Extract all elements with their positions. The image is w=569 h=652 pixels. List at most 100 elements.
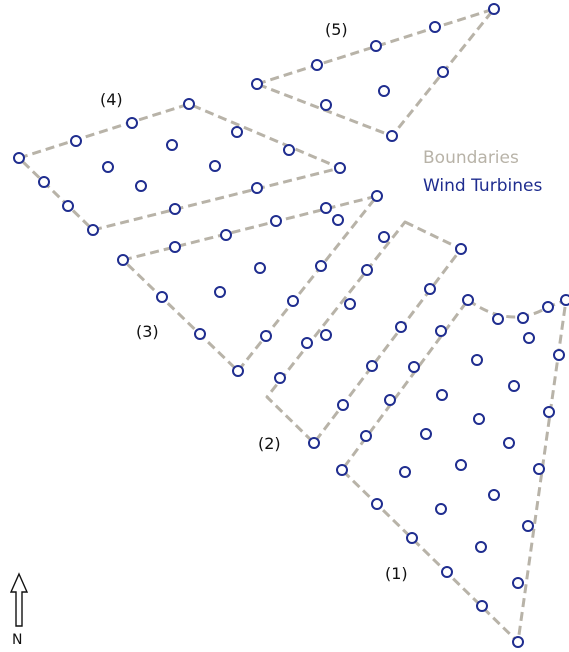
turbine bbox=[370, 40, 382, 52]
turbine bbox=[87, 224, 99, 236]
turbine bbox=[543, 406, 555, 418]
turbine bbox=[337, 399, 349, 411]
turbine bbox=[462, 294, 474, 306]
legend-wind-turbines: Wind Turbines bbox=[423, 176, 542, 196]
turbine bbox=[492, 313, 504, 325]
turbine bbox=[231, 126, 243, 138]
turbine bbox=[334, 162, 346, 174]
north-arrow: N bbox=[9, 572, 29, 648]
turbine bbox=[435, 503, 447, 515]
turbine bbox=[475, 541, 487, 553]
turbine bbox=[308, 437, 320, 449]
turbine bbox=[70, 135, 82, 147]
turbine bbox=[420, 428, 432, 440]
turbine bbox=[371, 498, 383, 510]
turbine bbox=[254, 262, 266, 274]
north-arrow-icon bbox=[9, 572, 29, 627]
turbine bbox=[336, 464, 348, 476]
turbine bbox=[287, 295, 299, 307]
area-label-3: (3) bbox=[136, 322, 159, 341]
turbine bbox=[542, 301, 554, 313]
turbine bbox=[283, 144, 295, 156]
turbine bbox=[488, 3, 500, 15]
turbine bbox=[560, 294, 569, 306]
turbine bbox=[424, 283, 436, 295]
turbine bbox=[361, 264, 373, 276]
turbine bbox=[166, 139, 178, 151]
turbine bbox=[386, 130, 398, 142]
turbine bbox=[512, 636, 524, 648]
turbine bbox=[38, 176, 50, 188]
turbine bbox=[523, 332, 535, 344]
turbine bbox=[232, 365, 244, 377]
turbine bbox=[135, 180, 147, 192]
turbine bbox=[395, 321, 407, 333]
turbines bbox=[13, 3, 569, 648]
turbine bbox=[488, 489, 500, 501]
turbine bbox=[209, 160, 221, 172]
turbine bbox=[429, 21, 441, 33]
turbine bbox=[270, 215, 282, 227]
turbine bbox=[332, 214, 344, 226]
turbine bbox=[371, 190, 383, 202]
turbine bbox=[378, 231, 390, 243]
turbine bbox=[503, 437, 515, 449]
turbine bbox=[378, 85, 390, 97]
turbine bbox=[553, 349, 565, 361]
turbine bbox=[455, 459, 467, 471]
turbine bbox=[435, 325, 447, 337]
legend: Boundaries Wind Turbines bbox=[423, 148, 542, 196]
turbine bbox=[408, 361, 420, 373]
turbine bbox=[441, 566, 453, 578]
turbine bbox=[508, 380, 520, 392]
boundary-area-2 bbox=[265, 220, 463, 445]
turbine bbox=[533, 463, 545, 475]
turbine bbox=[260, 330, 272, 342]
turbine bbox=[315, 260, 327, 272]
area-label-2: (2) bbox=[258, 434, 281, 453]
legend-boundaries: Boundaries bbox=[423, 148, 519, 168]
turbine bbox=[251, 182, 263, 194]
turbine bbox=[13, 152, 25, 164]
turbine bbox=[301, 337, 313, 349]
turbine bbox=[360, 430, 372, 442]
turbine bbox=[320, 329, 332, 341]
north-label: N bbox=[12, 632, 22, 648]
area-labels: (5) (4) (3) (2) (1) bbox=[100, 20, 408, 583]
turbine bbox=[384, 394, 396, 406]
turbine bbox=[251, 78, 263, 90]
turbine bbox=[194, 328, 206, 340]
area-label-1: (1) bbox=[385, 564, 408, 583]
turbine bbox=[436, 389, 448, 401]
turbine bbox=[126, 117, 138, 129]
turbine bbox=[311, 59, 323, 71]
turbine bbox=[274, 372, 286, 384]
turbine bbox=[320, 99, 332, 111]
turbine bbox=[169, 203, 181, 215]
turbine bbox=[522, 520, 534, 532]
turbine bbox=[102, 161, 114, 173]
turbine bbox=[169, 241, 181, 253]
turbine bbox=[471, 354, 483, 366]
area-label-5: (5) bbox=[325, 20, 348, 39]
turbine bbox=[476, 600, 488, 612]
turbine bbox=[320, 202, 332, 214]
turbine bbox=[62, 200, 74, 212]
turbine bbox=[156, 291, 168, 303]
turbine bbox=[220, 229, 232, 241]
turbine bbox=[183, 98, 195, 110]
turbine bbox=[366, 360, 378, 372]
turbine bbox=[437, 66, 449, 78]
turbine bbox=[344, 298, 356, 310]
turbine bbox=[406, 532, 418, 544]
boundary-area-5 bbox=[255, 7, 496, 138]
turbine bbox=[117, 254, 129, 266]
turbine bbox=[473, 413, 485, 425]
turbine bbox=[512, 577, 524, 589]
boundary-area-1 bbox=[340, 298, 568, 644]
turbine bbox=[399, 466, 411, 478]
boundary-area-3 bbox=[121, 194, 379, 373]
turbine bbox=[517, 312, 529, 324]
turbine bbox=[455, 243, 467, 255]
